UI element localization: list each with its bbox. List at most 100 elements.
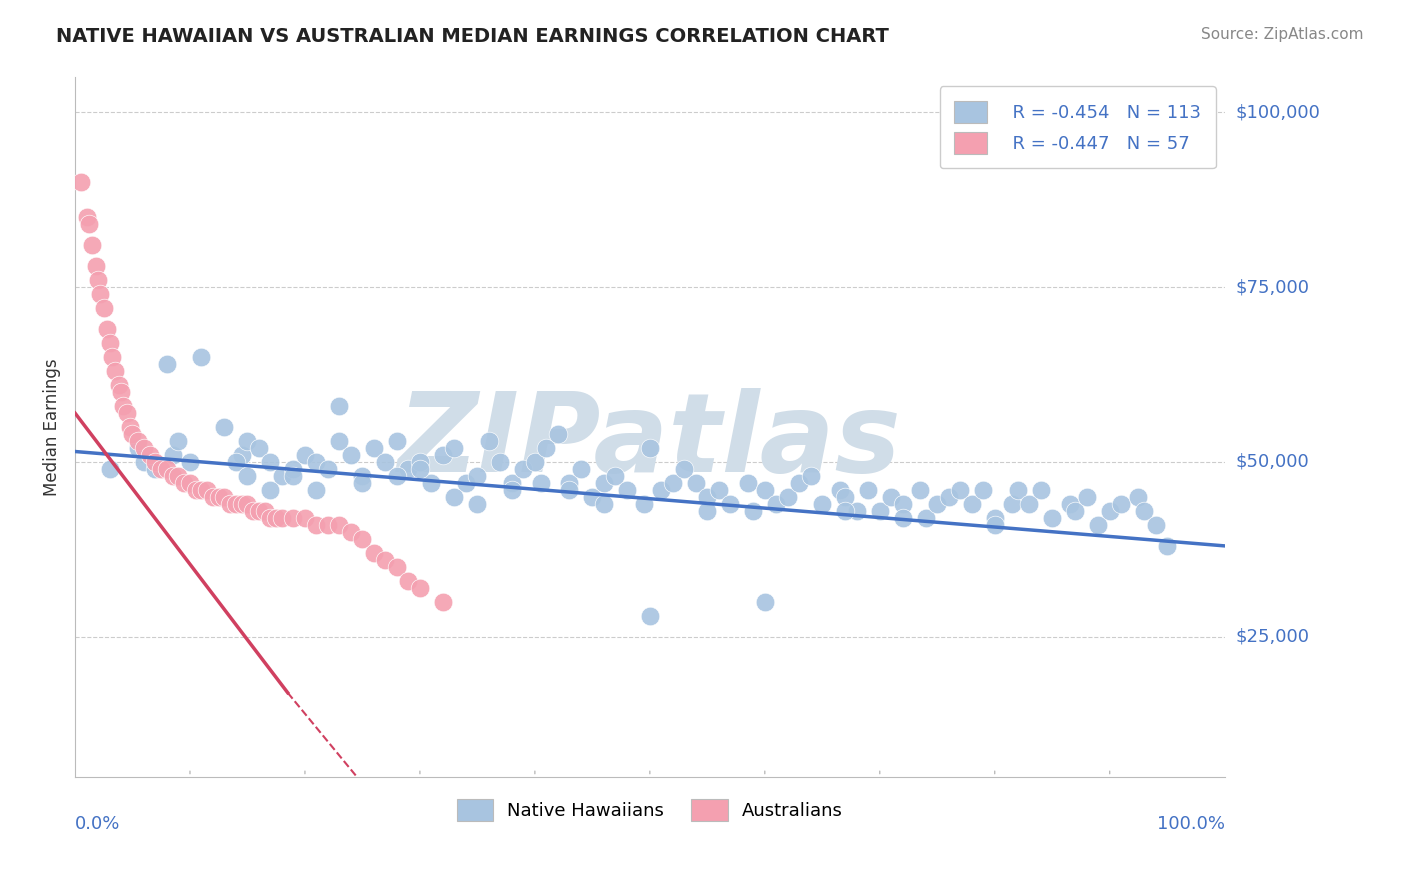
Point — [501, 483, 523, 497]
Point — [328, 434, 350, 448]
Point — [984, 511, 1007, 525]
Point — [96, 322, 118, 336]
Point — [352, 475, 374, 490]
Point — [834, 490, 856, 504]
Point — [87, 273, 110, 287]
Point — [112, 399, 135, 413]
Point — [638, 441, 661, 455]
Point — [972, 483, 994, 497]
Point — [127, 441, 149, 455]
Point — [811, 497, 834, 511]
Point — [489, 455, 512, 469]
Point — [891, 497, 914, 511]
Point — [259, 483, 281, 497]
Point — [104, 364, 127, 378]
Point — [150, 462, 173, 476]
Point — [478, 434, 501, 448]
Point — [1001, 497, 1024, 511]
Point — [569, 462, 592, 476]
Point — [409, 462, 432, 476]
Point — [208, 490, 231, 504]
Point — [558, 483, 581, 497]
Point — [558, 475, 581, 490]
Point — [179, 455, 201, 469]
Point — [225, 497, 247, 511]
Text: ZIPatlas: ZIPatlas — [398, 387, 901, 494]
Point — [592, 497, 614, 511]
Text: NATIVE HAWAIIAN VS AUSTRALIAN MEDIAN EARNINGS CORRELATION CHART: NATIVE HAWAIIAN VS AUSTRALIAN MEDIAN EAR… — [56, 27, 889, 45]
Point — [184, 483, 207, 497]
Point — [121, 427, 143, 442]
Point — [84, 259, 107, 273]
Text: Source: ZipAtlas.com: Source: ZipAtlas.com — [1201, 27, 1364, 42]
Point — [443, 490, 465, 504]
Point — [374, 553, 396, 567]
Point — [236, 434, 259, 448]
Point — [530, 475, 553, 490]
Point — [167, 469, 190, 483]
Point — [828, 483, 851, 497]
Point — [880, 490, 903, 504]
Point — [259, 511, 281, 525]
Point — [1040, 511, 1063, 525]
Point — [547, 427, 569, 442]
Point — [409, 455, 432, 469]
Point — [328, 399, 350, 413]
Point — [305, 517, 328, 532]
Point — [858, 483, 880, 497]
Text: 100.0%: 100.0% — [1157, 815, 1225, 833]
Point — [201, 490, 224, 504]
Point — [132, 455, 155, 469]
Point — [754, 595, 776, 609]
Point — [1156, 539, 1178, 553]
Point — [420, 475, 443, 490]
Text: $100,000: $100,000 — [1236, 103, 1320, 121]
Point — [385, 560, 408, 574]
Point — [638, 608, 661, 623]
Point — [179, 475, 201, 490]
Point — [352, 532, 374, 546]
Point — [77, 217, 100, 231]
Point — [385, 434, 408, 448]
Point — [374, 455, 396, 469]
Point — [927, 497, 949, 511]
Text: $25,000: $25,000 — [1236, 628, 1310, 646]
Point — [76, 211, 98, 225]
Point — [340, 448, 363, 462]
Point — [605, 469, 627, 483]
Point — [467, 469, 489, 483]
Point — [454, 475, 477, 490]
Point — [914, 511, 936, 525]
Point — [139, 448, 162, 462]
Point — [443, 441, 465, 455]
Point — [949, 483, 972, 497]
Point — [231, 448, 253, 462]
Point — [396, 462, 419, 476]
Point — [283, 462, 305, 476]
Legend: Native Hawaiians, Australians: Native Hawaiians, Australians — [449, 790, 852, 830]
Point — [512, 462, 534, 476]
Point — [316, 517, 339, 532]
Point — [1128, 490, 1150, 504]
Point — [328, 517, 350, 532]
Point — [363, 546, 385, 560]
Point — [352, 469, 374, 483]
Point — [1098, 504, 1121, 518]
Point — [271, 511, 294, 525]
Point — [960, 497, 983, 511]
Point — [501, 475, 523, 490]
Point — [834, 504, 856, 518]
Point — [283, 511, 305, 525]
Point — [195, 483, 218, 497]
Text: 0.0%: 0.0% — [75, 815, 121, 833]
Point — [409, 581, 432, 595]
Point — [718, 497, 741, 511]
Point — [294, 511, 316, 525]
Point — [1109, 497, 1132, 511]
Point — [891, 511, 914, 525]
Point — [707, 483, 730, 497]
Point — [167, 434, 190, 448]
Point — [101, 350, 124, 364]
Point — [1064, 504, 1087, 518]
Point — [633, 497, 655, 511]
